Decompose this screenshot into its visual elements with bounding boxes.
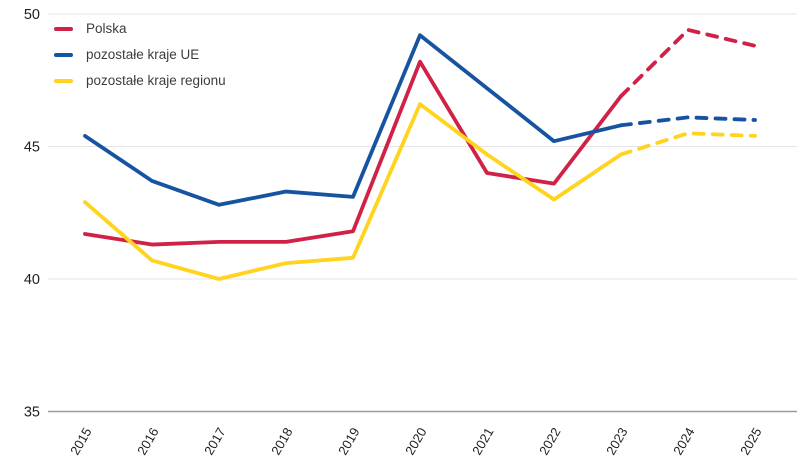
x-tick-2018: 2018 bbox=[268, 425, 295, 458]
y-axis-tick-labels: 50 45 40 35 bbox=[24, 7, 40, 421]
x-tick-2025: 2025 bbox=[737, 425, 764, 458]
legend-swatch-pozostale-kraje-regionu-icon bbox=[54, 78, 73, 84]
legend-item-pozostale-kraje-regionu: pozostałe kraje regionu bbox=[54, 73, 226, 89]
x-tick-2019: 2019 bbox=[335, 425, 362, 458]
series-forecast-dashed-segment-2 bbox=[619, 131, 757, 157]
legend-label-pozostale-kraje-regionu: pozostałe kraje regionu bbox=[86, 73, 226, 88]
legend-item-polska: Polska bbox=[54, 21, 226, 37]
x-axis-tick-labels: 2015 2016 2017 2018 2019 2020 2021 2022 2023 2024… bbox=[67, 425, 764, 458]
legend-swatch-pozostale-kraje-ue-icon bbox=[54, 52, 73, 58]
legend-label-pozostale-kraje-ue: pozostałe kraje UE bbox=[86, 47, 200, 62]
x-tick-2017: 2017 bbox=[201, 425, 228, 458]
x-tick-2022: 2022 bbox=[536, 425, 563, 458]
series-line-1 bbox=[83, 33, 757, 207]
series-forecast-dashed-segment-0 bbox=[619, 27, 757, 99]
series-line-0 bbox=[83, 27, 757, 247]
x-tick-2021: 2021 bbox=[469, 425, 496, 458]
legend-swatch-polska-icon bbox=[54, 26, 73, 32]
legend-label-polska: Polska bbox=[86, 21, 127, 36]
y-tick-50: 50 bbox=[24, 7, 40, 23]
x-tick-2020: 2020 bbox=[402, 425, 429, 458]
gridlines bbox=[48, 13, 797, 413]
series-solid-segment-1 bbox=[83, 33, 623, 207]
x-tick-2015: 2015 bbox=[67, 425, 94, 458]
y-tick-45: 45 bbox=[24, 140, 40, 156]
x-tick-2024: 2024 bbox=[670, 425, 697, 458]
series-solid-segment-2 bbox=[83, 102, 623, 281]
chart-legend: Polska pozostałe kraje UE pozostałe kraj… bbox=[54, 21, 226, 89]
x-tick-2023: 2023 bbox=[603, 425, 630, 458]
y-tick-35: 35 bbox=[24, 405, 40, 421]
y-tick-40: 40 bbox=[24, 272, 40, 288]
series-forecast-dashed-segment-1 bbox=[619, 115, 757, 128]
series-solid-segment-0 bbox=[83, 59, 623, 247]
x-tick-2016: 2016 bbox=[134, 425, 161, 458]
legend-item-pozostale-kraje-ue: pozostałe kraje UE bbox=[54, 47, 226, 63]
series-line-2 bbox=[83, 102, 757, 281]
